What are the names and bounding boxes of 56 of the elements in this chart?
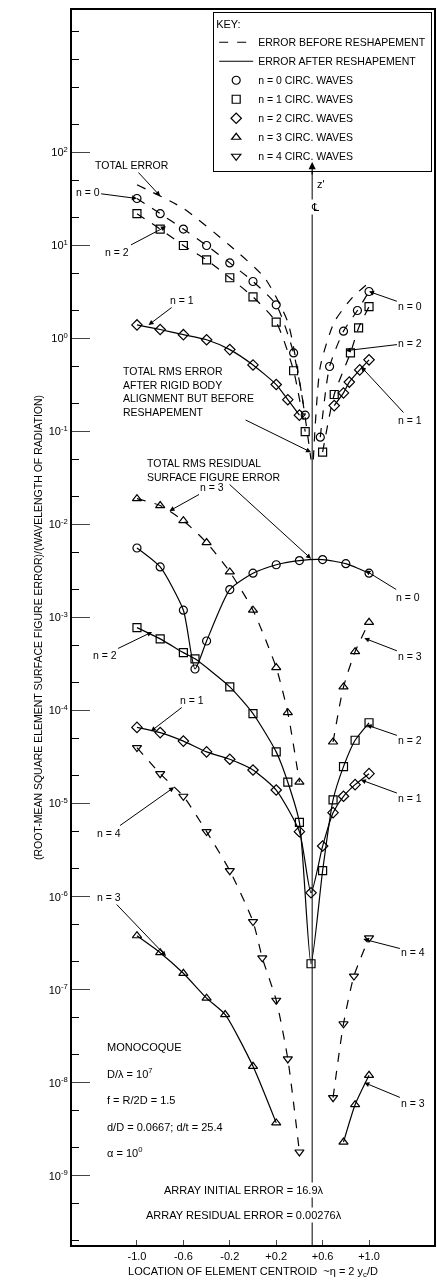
y-tick-label: 10$^{2}$ (51, 144, 68, 159)
annotation: TOTAL RMS ERROR AFTER RIGID BODY ALIGNMENT BUT BEFORE RESHAPEMENT (123, 365, 254, 418)
annotation: TOTAL ERROR (95, 159, 169, 171)
annotation: n = 4 (97, 827, 121, 839)
annotation: n = 0 (76, 186, 100, 198)
annotation: α = 10$^{0}$ (107, 1145, 143, 1159)
annotation: n = 2 (93, 649, 117, 661)
legend-label: n = 1 CIRC. WAVES (258, 93, 354, 106)
legend-label: n = 3 CIRC. WAVES (258, 131, 354, 144)
y-tick-label: 10$^{-5}$ (48, 795, 68, 810)
x-tick-label: -0.6 (173, 1250, 193, 1263)
y-tick-label: 10$^{-8}$ (48, 1074, 68, 1089)
y-tick-label: 10$^{-9}$ (48, 1167, 68, 1182)
y-axis-title: (ROOT-MEAN SQUARE ELEMENT SURFACE FIGURE ERROR)/(WAVELENGTH OF RADIATION) (32, 394, 45, 861)
legend-label: ERROR BEFORE RESHAPEMENT (258, 36, 426, 49)
legend-title: KEY: (216, 17, 241, 30)
x-tick-label: -1.0 (127, 1250, 147, 1263)
y-tick-label: 10$^{-7}$ (48, 981, 68, 996)
annotation: n = 3 (200, 481, 224, 493)
legend-label: n = 2 CIRC. WAVES (258, 112, 354, 125)
annotation: n = 2 (105, 246, 129, 258)
legend-label: n = 0 CIRC. WAVES (258, 74, 354, 87)
x-tick-label: +1.0 (358, 1250, 380, 1263)
annotation: f = R/2D = 1.5 (107, 1094, 176, 1106)
annotation: n = 3 (401, 1097, 425, 1109)
annotation: n = 4 (401, 946, 425, 958)
annotation: d/D = 0.0667; d/t = 25.4 (107, 1121, 223, 1133)
y-tick-label: 10$^{-4}$ (48, 702, 69, 717)
x-tick-label: +0.2 (265, 1250, 288, 1263)
annotation: D/λ = 10$^{7}$ (107, 1066, 153, 1080)
x-tick-label: -0.2 (220, 1250, 240, 1263)
annotation: n = 1 (398, 414, 422, 426)
y-tick-label: 10$^{-2}$ (48, 516, 68, 531)
y-tick-label: 10$^{-6}$ (48, 888, 68, 903)
annotation: n = 0 (398, 300, 422, 312)
annotation: ARRAY RESIDUAL ERROR = 0.00276λ (146, 1209, 342, 1221)
annotation: ℄ (311, 201, 320, 213)
annotation: n = 3 (97, 891, 121, 903)
annotation: n = 1 (398, 792, 422, 804)
annotation: n = 2 (398, 734, 422, 746)
annotation: n = 3 (398, 650, 422, 662)
legend-label: n = 4 CIRC. WAVES (258, 150, 354, 163)
annotation: n = 0 (396, 591, 420, 603)
y-tick-label: 10$^{1}$ (51, 237, 68, 252)
x-axis-title: LOCATION OF ELEMENT CENTROID ~η = 2 y$_{c}$/D (128, 1264, 378, 1280)
y-tick-label: 10$^{-3}$ (48, 609, 68, 624)
annotation: ARRAY INITIAL ERROR = 16.9λ (164, 1184, 324, 1196)
annotation: MONOCOQUE (107, 1041, 182, 1053)
annotation: n = 1 (170, 294, 194, 306)
annotation: n = 2 (398, 337, 422, 349)
y-tick-label: 10$^{-1}$ (48, 423, 68, 438)
y-tick-label: 10$^{0}$ (51, 330, 68, 345)
ref-line-label: z' (317, 178, 325, 190)
annotation: n = 1 (180, 694, 204, 706)
x-tick-label: +0.6 (311, 1250, 334, 1263)
legend-label: ERROR AFTER RESHAPEMENT (258, 55, 417, 68)
